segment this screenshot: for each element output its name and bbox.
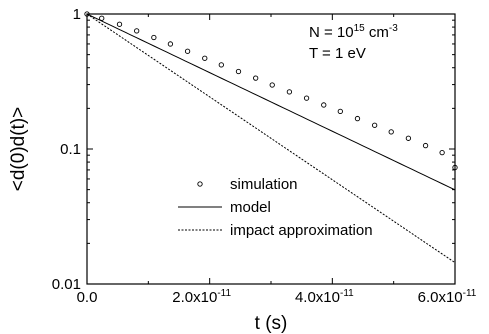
series-simulation xyxy=(84,11,458,171)
simulation-point xyxy=(116,21,123,27)
y-tick-label: 1 xyxy=(73,6,81,23)
legend-label: model xyxy=(230,199,271,216)
simulation-point xyxy=(253,75,259,81)
x-tick-label: 2.0x10-11 xyxy=(172,288,231,306)
simulation-point xyxy=(321,102,327,108)
axis-ticks: 0.0 2.0x10-11 4.0x10-11 6.0x10-11 1 0.1 0.01 xyxy=(52,6,477,306)
plot-frame xyxy=(86,13,456,285)
simulation-point xyxy=(439,149,445,156)
legend-label: simulation xyxy=(230,176,298,193)
x-tick-label: 0.0 xyxy=(77,289,98,306)
simulation-point xyxy=(134,28,140,34)
annotation-text: T = 1 eV xyxy=(309,45,366,62)
series-impact-approximation-line xyxy=(86,13,456,264)
simulation-point xyxy=(303,95,310,101)
legend-label: impact approximation xyxy=(230,222,373,239)
simulation-point xyxy=(422,142,429,149)
simulation-point xyxy=(337,108,343,115)
simulation-point xyxy=(218,62,224,68)
simulation-point xyxy=(84,11,90,17)
x-tick-label: 4.0x10-11 xyxy=(295,288,354,306)
annotation-text: N = 1015 cm-3 xyxy=(309,23,398,41)
y-axis-title: <d(0)d(t)> xyxy=(8,107,29,191)
x-tick-label: 6.0x10-11 xyxy=(418,288,477,306)
y-tick-label: 0.1 xyxy=(60,141,81,158)
simulation-point xyxy=(269,82,275,88)
simulation-point xyxy=(452,164,458,171)
simulation-point xyxy=(405,135,412,141)
legend-marker-simulation xyxy=(197,181,203,187)
legend: simulation model impact approximation xyxy=(178,176,373,239)
simulation-point xyxy=(286,89,293,95)
simulation-point xyxy=(202,55,208,61)
y-tick-label: 0.01 xyxy=(52,276,81,293)
simulation-point xyxy=(184,48,191,54)
simulation-point xyxy=(167,41,174,47)
simulation-point xyxy=(99,15,105,21)
simulation-point xyxy=(388,129,394,135)
x-axis-title: t (s) xyxy=(255,313,288,334)
series-model-line xyxy=(86,13,456,191)
simulation-point xyxy=(235,68,242,75)
series-layer xyxy=(84,11,458,264)
simulation-point xyxy=(354,115,361,122)
simulation-point xyxy=(372,122,378,128)
simulation-point xyxy=(151,34,157,41)
annotations: N = 1015 cm-3 T = 1 eV xyxy=(309,23,398,62)
